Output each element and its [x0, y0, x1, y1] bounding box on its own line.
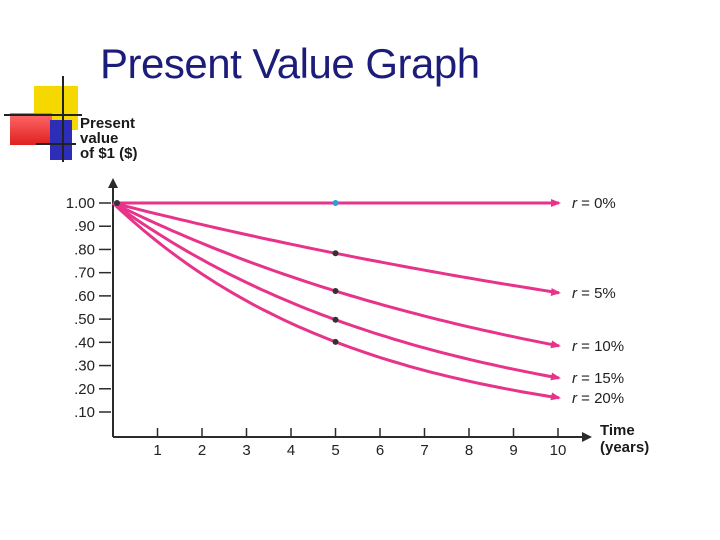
data-point — [332, 288, 339, 295]
series-line — [112, 201, 561, 381]
series-label: r = 20% — [572, 390, 624, 407]
y-tick-label: .20 — [74, 381, 95, 398]
x-tick-label: 1 — [153, 442, 161, 459]
y-tick-label: .40 — [74, 334, 95, 351]
data-point — [332, 200, 339, 206]
y-tick-label: .10 — [74, 404, 95, 421]
x-tick-label: 7 — [420, 442, 428, 459]
x-tick-label: 3 — [242, 442, 250, 459]
decor-blue-square — [50, 120, 72, 160]
series-label: r = 15% — [572, 370, 624, 387]
decor-red-square — [10, 113, 52, 145]
y-tick-label: 1.00 — [66, 195, 95, 212]
data-point — [332, 250, 339, 257]
y-axis-label-line: Present — [80, 115, 136, 132]
x-axis-label: Time (years) — [600, 422, 649, 456]
y-tick-label: .70 — [74, 265, 95, 282]
x-tick-label: 4 — [287, 442, 295, 459]
x-tick-label: 10 — [550, 442, 567, 459]
y-axis-label-line: value — [80, 130, 119, 147]
origin-point — [114, 200, 120, 206]
y-tick-label: .90 — [74, 218, 95, 235]
y-tick-label: .50 — [74, 311, 95, 328]
y-axis-label: Present value of $1 ($) — [80, 116, 138, 161]
series-line — [112, 201, 561, 296]
x-axis-label-line: Time — [600, 422, 635, 439]
series-line — [112, 201, 561, 349]
series-label: r = 0% — [572, 195, 616, 212]
y-axis-label-line: of $1 ($) — [80, 145, 138, 162]
y-tick-label: .80 — [74, 241, 95, 258]
y-tick-label: .60 — [74, 288, 95, 305]
decor-horizontal-line-2 — [36, 143, 76, 145]
x-tick-label: 5 — [331, 442, 339, 459]
x-tick-label: 2 — [198, 442, 206, 459]
series-line — [111, 201, 561, 401]
series-label: r = 5% — [572, 285, 616, 302]
y-tick-label: .30 — [74, 358, 95, 375]
series-label: r = 10% — [572, 338, 624, 355]
data-point — [332, 316, 339, 323]
x-tick-label: 9 — [509, 442, 517, 459]
data-point — [332, 338, 339, 345]
x-tick-label: 6 — [376, 442, 384, 459]
slide-title: Present Value Graph — [100, 40, 480, 87]
x-axis-label-line: (years) — [600, 439, 650, 456]
x-tick-label: 8 — [465, 442, 473, 459]
decor-vertical-line — [62, 76, 64, 162]
decor-horizontal-line — [4, 114, 82, 116]
